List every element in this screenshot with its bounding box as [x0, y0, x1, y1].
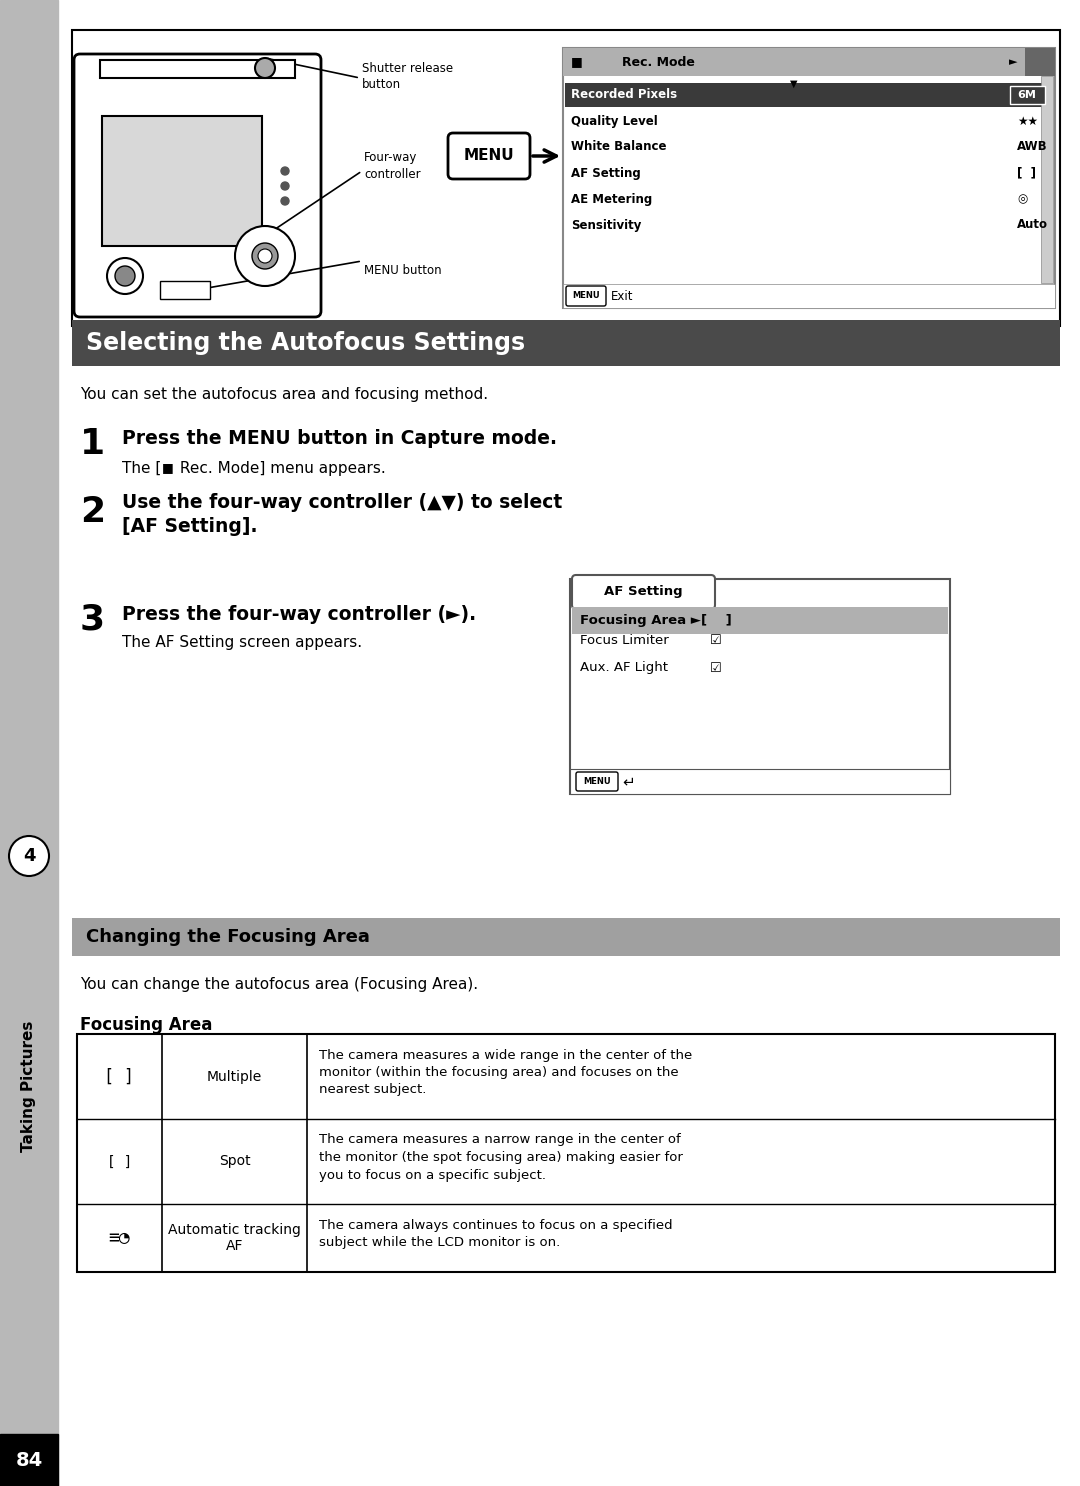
- FancyBboxPatch shape: [572, 575, 715, 609]
- Text: Rec. Mode] menu appears.: Rec. Mode] menu appears.: [175, 461, 386, 476]
- Circle shape: [107, 259, 143, 294]
- Text: The AF Setting screen appears.: The AF Setting screen appears.: [122, 636, 362, 651]
- Text: The camera measures a wide range in the center of the
monitor (within the focusi: The camera measures a wide range in the …: [319, 1049, 692, 1097]
- Text: Selecting the Autofocus Settings: Selecting the Autofocus Settings: [86, 331, 525, 355]
- Text: AWB: AWB: [1017, 141, 1048, 153]
- Circle shape: [252, 244, 278, 269]
- FancyBboxPatch shape: [448, 134, 530, 178]
- Bar: [570, 768, 950, 794]
- Text: ■: ■: [162, 462, 174, 474]
- Bar: [160, 281, 210, 299]
- Text: You can change the autofocus area (Focusing Area).: You can change the autofocus area (Focus…: [80, 976, 478, 991]
- Text: MENU: MENU: [572, 291, 599, 300]
- Text: Focusing Area: Focusing Area: [80, 1016, 213, 1034]
- Text: MENU: MENU: [583, 777, 611, 786]
- Bar: [72, 319, 1059, 366]
- Text: 6M: 6M: [1017, 91, 1037, 100]
- Bar: [102, 116, 262, 247]
- Bar: [0, 1434, 58, 1486]
- Text: Recorded Pixels: Recorded Pixels: [571, 89, 677, 101]
- Text: Use the four-way controller (▲▼) to select: Use the four-way controller (▲▼) to sele…: [122, 492, 563, 511]
- Text: ▼: ▼: [791, 79, 798, 89]
- Bar: [0, 0, 58, 1486]
- Text: The [: The [: [122, 461, 161, 476]
- Text: ☑: ☑: [710, 633, 721, 646]
- Text: ↵: ↵: [622, 774, 635, 789]
- Text: 4: 4: [23, 847, 36, 865]
- Text: Focusing Area ►[    ]: Focusing Area ►[ ]: [580, 614, 732, 627]
- Text: ≡◔: ≡◔: [109, 1229, 131, 1247]
- Circle shape: [258, 250, 272, 263]
- Bar: [1041, 76, 1053, 282]
- Bar: [565, 83, 1053, 107]
- Bar: [72, 30, 1059, 325]
- Bar: [570, 580, 950, 794]
- Text: You can set the autofocus area and focusing method.: You can set the autofocus area and focus…: [80, 386, 488, 401]
- Text: [AF Setting].: [AF Setting].: [122, 517, 257, 535]
- Text: ☑: ☑: [710, 661, 721, 675]
- Bar: [100, 59, 295, 77]
- Text: 2: 2: [80, 495, 105, 529]
- Text: 3: 3: [80, 602, 105, 636]
- Text: MENU: MENU: [463, 149, 514, 163]
- Bar: [563, 284, 1055, 308]
- Text: [  ]: [ ]: [1017, 166, 1036, 180]
- Bar: [563, 48, 1055, 308]
- Circle shape: [281, 166, 289, 175]
- Text: ◎: ◎: [1017, 193, 1027, 205]
- Text: Sensitivity: Sensitivity: [571, 218, 642, 232]
- Text: Spot: Spot: [218, 1155, 251, 1168]
- Bar: [77, 1034, 1055, 1272]
- Text: AF Setting: AF Setting: [571, 166, 640, 180]
- Text: Rec. Mode: Rec. Mode: [622, 55, 694, 68]
- Circle shape: [235, 226, 295, 285]
- Text: Changing the Focusing Area: Changing the Focusing Area: [86, 927, 369, 947]
- Text: [ ]: [ ]: [105, 1067, 135, 1085]
- Text: button: button: [362, 79, 401, 92]
- FancyBboxPatch shape: [566, 285, 606, 306]
- Text: ■: ■: [571, 55, 583, 68]
- Text: Shutter release: Shutter release: [362, 61, 454, 74]
- Text: 84: 84: [15, 1450, 42, 1470]
- Text: The camera always continues to focus on a specified
subject while the LCD monito: The camera always continues to focus on …: [319, 1219, 673, 1250]
- Text: Quality Level: Quality Level: [571, 114, 658, 128]
- Text: Multiple: Multiple: [207, 1070, 262, 1083]
- Text: Focus Limiter: Focus Limiter: [580, 633, 669, 646]
- Circle shape: [255, 58, 275, 77]
- Text: controller: controller: [364, 168, 420, 180]
- Text: The camera measures a narrow range in the center of
the monitor (the spot focusi: The camera measures a narrow range in th…: [319, 1134, 683, 1181]
- Bar: [1010, 86, 1045, 104]
- FancyBboxPatch shape: [75, 53, 321, 317]
- Text: Aux. AF Light: Aux. AF Light: [580, 661, 669, 675]
- Circle shape: [281, 181, 289, 190]
- Text: Taking Pictures: Taking Pictures: [22, 1021, 37, 1152]
- Text: ★★: ★★: [1017, 114, 1038, 128]
- Text: Four-way: Four-way: [364, 152, 417, 165]
- Text: AF Setting: AF Setting: [604, 585, 683, 599]
- Text: AE Metering: AE Metering: [571, 193, 652, 205]
- Text: ►: ►: [1009, 56, 1017, 67]
- Circle shape: [9, 837, 49, 877]
- Text: Exit: Exit: [611, 290, 634, 303]
- Bar: [563, 48, 1055, 76]
- FancyBboxPatch shape: [576, 773, 618, 791]
- Circle shape: [281, 198, 289, 205]
- Text: Automatic tracking
AF: Automatic tracking AF: [168, 1223, 301, 1253]
- Text: Press the MENU button in Capture mode.: Press the MENU button in Capture mode.: [122, 429, 557, 449]
- Text: Auto: Auto: [1017, 218, 1048, 232]
- Text: Press the four-way controller (►).: Press the four-way controller (►).: [122, 605, 476, 624]
- Bar: [572, 606, 948, 635]
- Bar: [1025, 48, 1055, 76]
- Text: MENU button: MENU button: [364, 265, 442, 278]
- Bar: [72, 918, 1059, 955]
- Circle shape: [114, 266, 135, 285]
- Text: 1: 1: [80, 426, 105, 461]
- Text: [ ]: [ ]: [107, 1155, 132, 1168]
- Text: White Balance: White Balance: [571, 141, 666, 153]
